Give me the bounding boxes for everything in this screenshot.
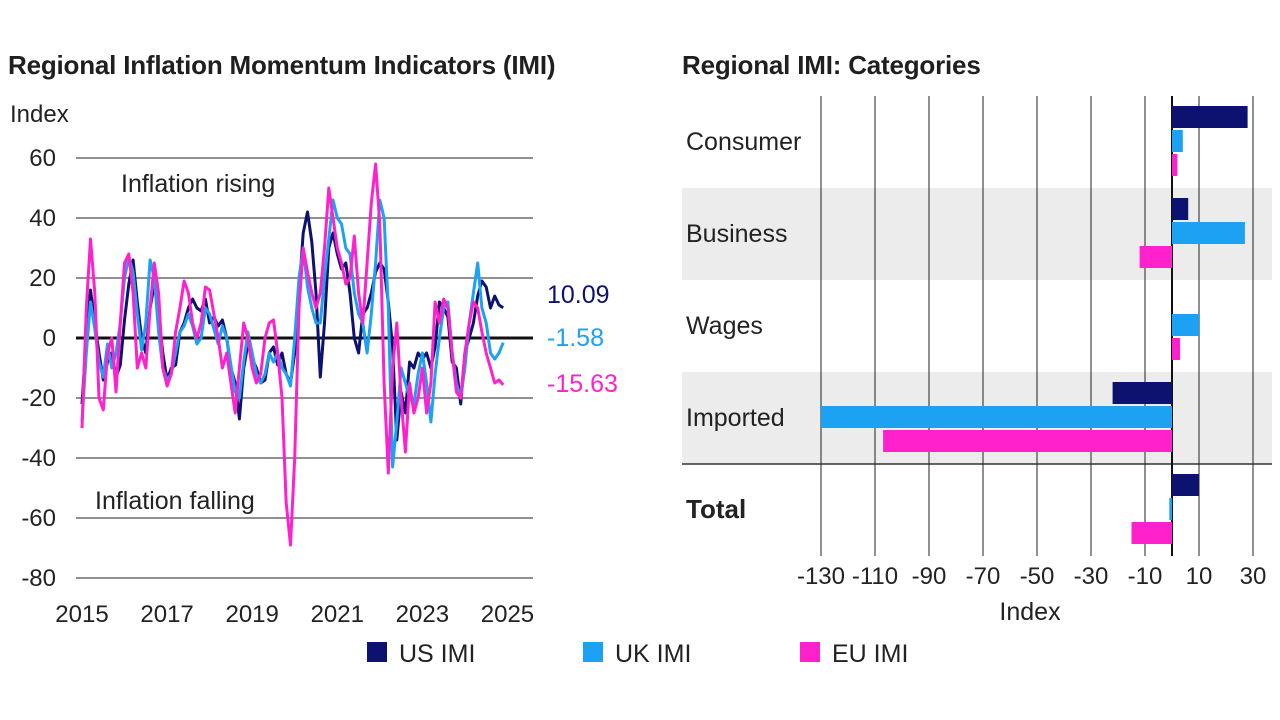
bar (1172, 106, 1248, 128)
end-value-label: -1.58 (547, 324, 604, 352)
bar (1172, 314, 1199, 336)
x-tick-label: -130 (797, 563, 845, 590)
x-tick-label: 2019 (225, 601, 278, 628)
legend-swatch (367, 642, 387, 662)
legend: US IMI UK IMI EU IMI (367, 640, 908, 668)
bar (1131, 522, 1172, 544)
bar (1139, 246, 1172, 268)
category-label: Wages (686, 312, 763, 340)
x-tick-label: 10 (1186, 563, 1213, 590)
series-line (80, 198, 505, 469)
bar (1172, 474, 1199, 496)
end-value-label: 10.09 (547, 281, 610, 309)
legend-swatch (800, 642, 820, 662)
y-tick-label: 60 (29, 145, 56, 172)
y-tick-label: 40 (29, 205, 56, 232)
line-chart: Index 60 40 20 0 -20 -40 -60 -80 2015 2017 2019 2021… (10, 101, 618, 628)
bar (1172, 154, 1178, 176)
y-tick-label: 0 (43, 325, 56, 352)
bar (1172, 338, 1181, 360)
annotation-inflation-falling: Inflation falling (95, 487, 255, 515)
category-label: Business (686, 220, 787, 248)
x-tick-label: -70 (966, 563, 1001, 590)
legend-label: EU IMI (832, 640, 908, 668)
x-tick-label: 2021 (311, 601, 364, 628)
bar (821, 406, 1172, 428)
y-tick-label: -80 (21, 565, 56, 592)
bar (1172, 130, 1183, 152)
y-axis-label: Index (10, 101, 69, 128)
y-tick-label: -20 (21, 385, 56, 412)
bar (1112, 382, 1172, 404)
legend-swatch (583, 642, 603, 662)
category-label: Imported (686, 404, 785, 432)
x-tick-label: 2017 (140, 601, 193, 628)
x-tick-label: -90 (912, 563, 947, 590)
y-tick-label: -40 (21, 445, 56, 472)
legend-label: US IMI (399, 640, 475, 668)
bar (1172, 222, 1245, 244)
annotation-inflation-rising: Inflation rising (121, 170, 275, 198)
bar (1169, 498, 1172, 520)
x-tick-label: 2025 (481, 601, 534, 628)
bar (1172, 198, 1189, 220)
x-tick-label: 2023 (396, 601, 449, 628)
x-tick-label: -110 (852, 563, 898, 590)
bar-chart-title: Regional IMI: Categories (682, 50, 981, 80)
x-tick-label: -30 (1074, 563, 1109, 590)
y-tick-label: 20 (29, 265, 56, 292)
bar-chart: -130 -110 -90 -70 -50 -30 -10 10 30 Index Consumer… (682, 96, 1272, 626)
x-tick-label: 2015 (55, 601, 108, 628)
legend-label: UK IMI (615, 640, 691, 668)
bar (883, 430, 1172, 452)
series-line (80, 162, 505, 547)
category-label: Total (686, 494, 746, 524)
x-tick-label: -10 (1128, 563, 1163, 590)
line-chart-title: Regional Inflation Momentum Indicators (… (8, 50, 556, 80)
x-tick-label: -50 (1020, 563, 1055, 590)
x-axis-label: Index (999, 598, 1061, 626)
end-value-label: -15.63 (547, 370, 618, 398)
category-label: Consumer (686, 128, 801, 156)
x-tick-label: 30 (1240, 563, 1267, 590)
y-tick-label: -60 (21, 505, 56, 532)
